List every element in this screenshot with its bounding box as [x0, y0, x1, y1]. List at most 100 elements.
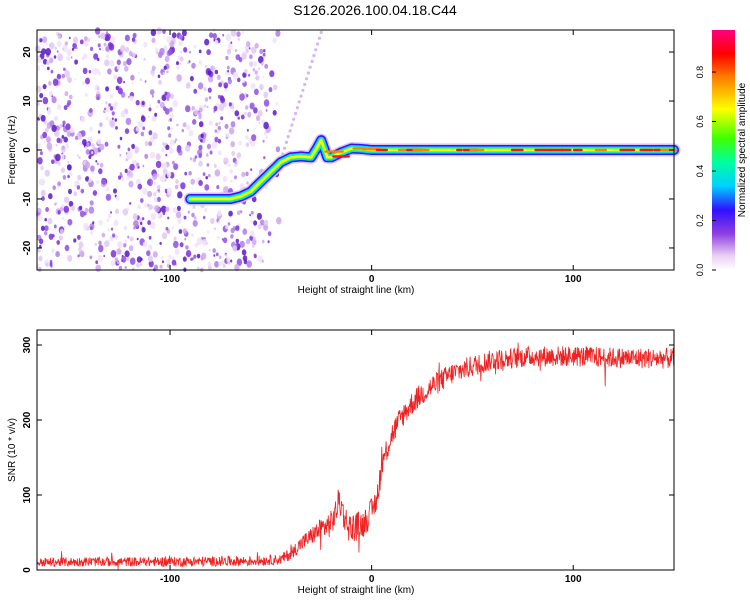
noise-dot [213, 105, 218, 112]
noise-dot [191, 233, 194, 238]
noise-dot [166, 36, 172, 44]
noise-dot [41, 196, 45, 202]
colorbar-tick-label: 0.0 [695, 264, 705, 277]
noise-dot [140, 131, 145, 137]
noise-dot [156, 173, 160, 177]
noise-dot [229, 169, 233, 174]
noise-dot [117, 144, 121, 149]
noise-dot [230, 227, 235, 234]
noise-dot [214, 261, 220, 268]
y-tick-label: 0 [22, 567, 33, 573]
noise-dot [190, 178, 195, 185]
noise-dot [220, 116, 224, 121]
noise-dot [172, 32, 177, 39]
streak-dot [305, 77, 309, 81]
noise-dot [257, 255, 263, 263]
noise-dot [41, 48, 47, 55]
noise-dot [263, 121, 269, 130]
noise-dot [155, 47, 159, 53]
noise-dot [48, 91, 54, 97]
noise-dot [94, 27, 101, 35]
spectrogram-ridge [183, 133, 681, 206]
noise-dot [105, 106, 110, 113]
noise-dot [97, 254, 103, 262]
noise-dot [38, 238, 44, 245]
noise-dot [198, 160, 203, 167]
noise-dot [143, 57, 146, 61]
noise-dot [54, 202, 57, 206]
noise-dot [155, 153, 161, 161]
noise-dot [252, 68, 256, 72]
noise-dot [111, 117, 114, 121]
colorbar-tick-label: 0.4 [695, 165, 705, 178]
noise-dot [92, 190, 98, 196]
noise-dot [272, 110, 277, 116]
noise-dot [269, 70, 275, 78]
noise-dot [48, 233, 54, 240]
noise-dot [68, 200, 74, 207]
streak-dot [301, 88, 305, 92]
noise-dot [143, 41, 148, 48]
noise-dot [246, 260, 252, 268]
noise-dot [103, 42, 107, 47]
noise-dot [124, 65, 129, 72]
ridge-yellow-band [188, 138, 676, 201]
noise-dot [257, 67, 261, 71]
noise-dot [164, 108, 170, 115]
colorbar-tick-label: 0.8 [695, 66, 705, 79]
noise-dot [175, 138, 178, 142]
noise-dot [167, 216, 170, 220]
noise-dot [62, 48, 65, 51]
noise-dot [107, 228, 110, 232]
noise-dot [63, 225, 66, 229]
noise-dot [136, 237, 139, 241]
noise-dot [157, 74, 161, 79]
noise-dot [118, 175, 122, 180]
noise-dot [124, 239, 128, 244]
noise-dot [171, 256, 175, 260]
noise-dot [159, 241, 162, 245]
noise-dot [173, 163, 179, 171]
noise-dot [240, 114, 245, 120]
colorbar-label: Normalized spectral amplitude [737, 82, 748, 217]
noise-dot [97, 57, 100, 62]
noise-dot [70, 205, 75, 211]
noise-dot [126, 256, 130, 262]
noise-dot [198, 153, 203, 159]
noise-dot [144, 80, 147, 83]
noise-dot [39, 151, 43, 156]
noise-dot [69, 94, 73, 100]
noise-dot [185, 144, 191, 152]
noise-dot [148, 204, 153, 211]
noise-dot [105, 46, 110, 52]
noise-dot [40, 189, 46, 197]
noise-dot [103, 254, 106, 258]
noise-dot [51, 124, 57, 132]
noise-dot [165, 206, 170, 212]
noise-dot [249, 230, 255, 237]
noise-dot [183, 47, 188, 53]
noise-dot [105, 186, 110, 192]
noise-dot [98, 244, 104, 253]
noise-dot [179, 242, 184, 248]
noise-dot [89, 108, 93, 113]
noise-dot [213, 164, 217, 168]
noise-dot [92, 224, 95, 227]
noise-dot [131, 37, 136, 42]
y-tick-label: 300 [22, 336, 33, 353]
noise-dot [109, 120, 115, 128]
noise-dot [89, 126, 93, 132]
noise-dot [171, 259, 177, 266]
noise-dot [189, 50, 192, 54]
noise-dot [209, 32, 214, 38]
noise-dot [135, 126, 140, 132]
noise-dot [98, 240, 102, 246]
noise-dot [236, 210, 241, 215]
noise-dot [82, 67, 88, 75]
noise-dot [47, 217, 53, 225]
noise-dot [63, 136, 68, 143]
noise-dot [96, 180, 100, 185]
noise-dot [179, 50, 183, 54]
noise-dot [227, 222, 231, 226]
noise-dot [229, 45, 231, 48]
